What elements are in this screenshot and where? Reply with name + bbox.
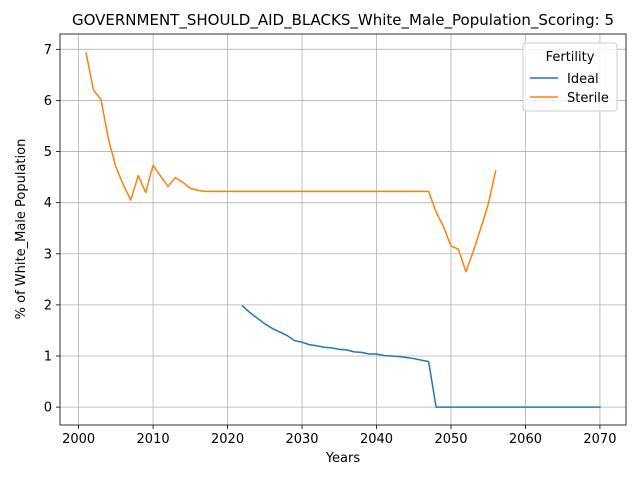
legend: Fertility Ideal Sterile (522, 42, 618, 112)
y-tick-label: 6 (44, 94, 52, 109)
series-line-sterile (85, 52, 497, 273)
y-tick-label: 2 (44, 298, 52, 313)
legend-title: Fertility (546, 50, 595, 65)
grid (60, 34, 626, 425)
x-tick-label: 2010 (137, 432, 170, 447)
y-tick-label: 5 (44, 145, 52, 160)
series-line-ideal (241, 304, 601, 408)
legend-frame (522, 42, 618, 112)
x-tick-label: 2060 (509, 432, 542, 447)
x-axis-label: Years (325, 451, 361, 466)
x-tick-label: 2030 (285, 432, 318, 447)
y-tick-label: 1 (44, 350, 52, 365)
x-tick-label: 2000 (62, 432, 95, 447)
y-ticks: 0 1 2 3 4 5 6 7 (44, 43, 60, 416)
legend-label-ideal: Ideal (567, 72, 599, 87)
x-ticks: 2000 2010 2020 2030 2040 2050 2060 2070 (62, 425, 616, 447)
y-axis-label: % of White_Male Population (14, 139, 29, 320)
x-tick-label: 2020 (211, 432, 244, 447)
chart-title: GOVERNMENT_SHOULD_AID_BLACKS_White_Male_… (72, 11, 614, 30)
plot-frame (59, 33, 627, 426)
x-tick-label: 2070 (583, 432, 616, 447)
y-tick-label: 3 (44, 247, 52, 262)
x-tick-label: 2040 (360, 432, 393, 447)
x-tick-label: 2050 (434, 432, 467, 447)
axes (59, 33, 627, 426)
legend-label-sterile: Sterile (567, 91, 609, 106)
y-tick-label: 7 (44, 43, 52, 58)
series-lines (85, 52, 601, 408)
y-tick-label: 4 (44, 196, 52, 211)
y-tick-label: 0 (44, 401, 52, 416)
